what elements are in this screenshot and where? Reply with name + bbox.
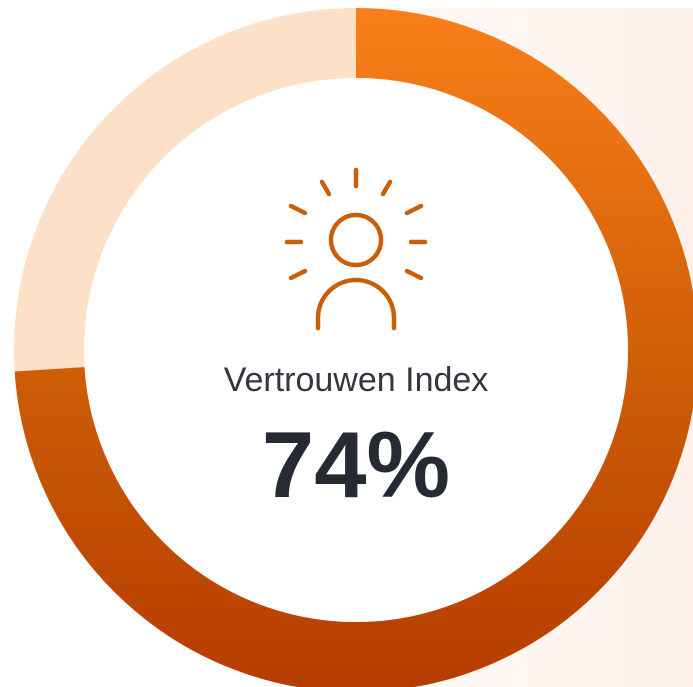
gauge-value-label: 74% xyxy=(262,412,450,517)
gauge-label: Vertrouwen Index xyxy=(224,361,489,399)
gauge-arc xyxy=(14,8,693,687)
ring xyxy=(14,8,693,687)
inner-disc xyxy=(84,78,628,622)
icon-person xyxy=(284,167,428,331)
